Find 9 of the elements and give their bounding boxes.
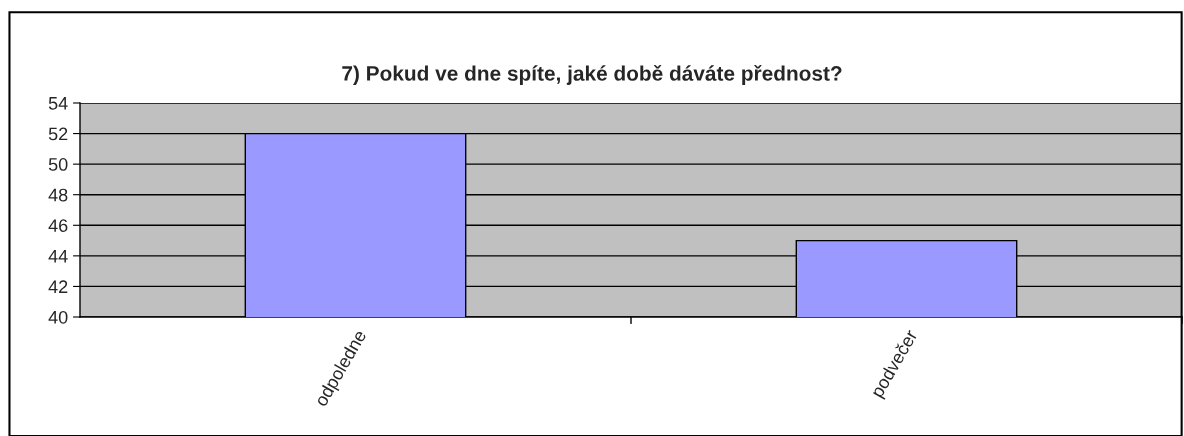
y-tick-label: 42 bbox=[48, 280, 68, 293]
y-tick-label: 50 bbox=[48, 158, 68, 171]
y-tick-label: 40 bbox=[48, 310, 68, 324]
y-tick-label: 46 bbox=[48, 219, 68, 233]
y-tick-label: 54 bbox=[48, 97, 68, 110]
y-tick-label: 52 bbox=[48, 127, 68, 141]
y-tick-label: 48 bbox=[48, 188, 68, 202]
chart-title: 7) Pokud ve dne spíte, jaké době dáváte přednost? bbox=[342, 65, 842, 85]
y-tick-label: 44 bbox=[48, 249, 68, 263]
